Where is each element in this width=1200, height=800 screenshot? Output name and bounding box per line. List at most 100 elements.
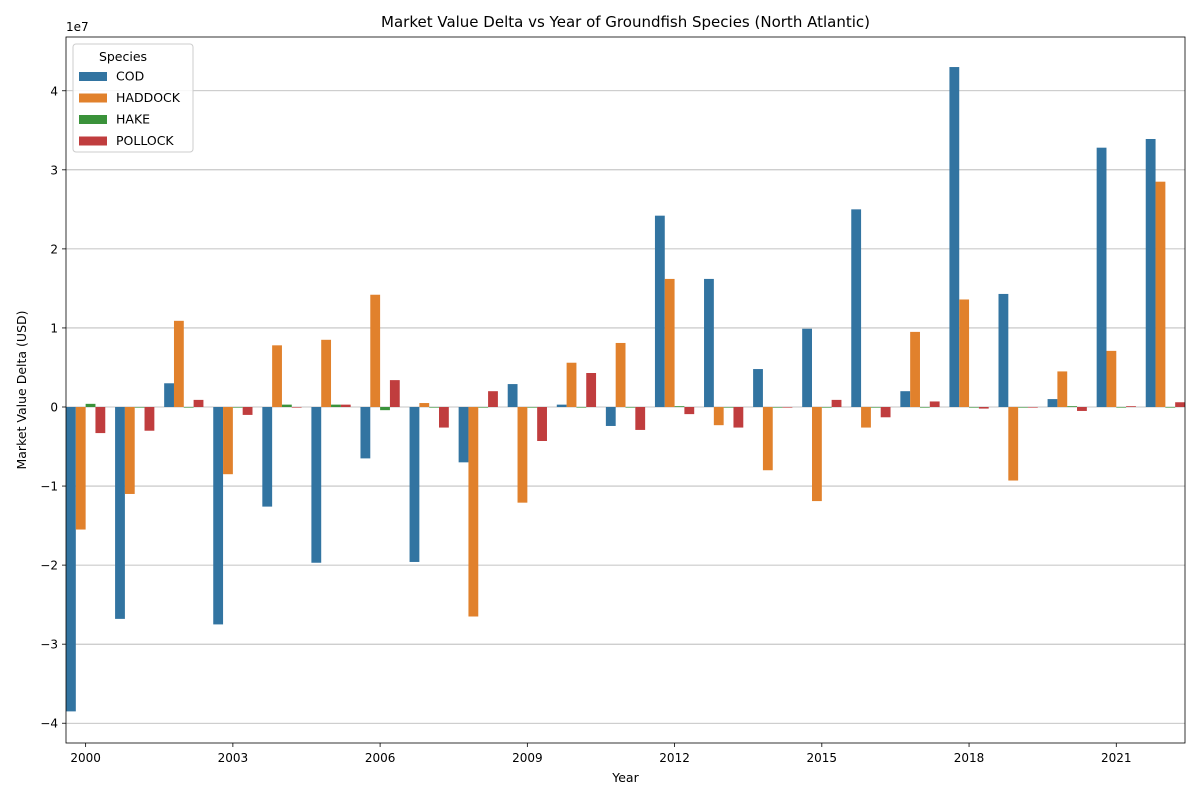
bar-cod-2000 [66,407,76,712]
bar-pollock-2009 [537,407,547,441]
bar-haddock-2019 [1008,407,1019,481]
bar-haddock-2016 [861,407,871,428]
y-tick-label: 4 [50,84,58,98]
bar-cod-2010 [556,404,567,407]
bars [66,67,1185,712]
bar-haddock-2021 [1106,350,1117,407]
bar-cod-2017 [900,391,911,407]
bar-hake-2000 [85,403,96,407]
y-tick-label: −3 [40,638,58,652]
bar-pollock-2003 [242,407,253,415]
bar-haddock-2009 [517,407,528,503]
bar-cod-2007 [409,407,420,562]
bar-haddock-2017 [910,331,920,407]
bar-pollock-2000 [95,407,106,434]
x-axis: 2000 2003 2006 2009 2012 2015 2018 2021 [70,743,1132,765]
bar-pollock-2001 [144,407,155,431]
bar-cod-2021 [1096,147,1107,407]
bar-haddock-2003 [223,407,233,475]
y-tick-label: 0 [50,400,58,414]
x-tick-label: 2018 [954,751,985,765]
legend-swatch-haddock [79,93,107,103]
bar-hake-2008 [478,407,489,408]
bar-hake-2020 [1067,406,1078,407]
bar-cod-2011 [605,407,616,426]
bar-hake-2015 [821,407,832,408]
bar-cod-2008 [458,407,469,463]
bar-cod-2016 [851,209,862,407]
bar-pollock-2004 [291,407,302,408]
bar-pollock-2010 [586,373,597,407]
bar-hake-2016 [870,407,881,408]
y-offset-label: 1e7 [66,20,89,34]
bar-pollock-2005 [340,404,351,407]
y-tick-label: −1 [40,480,58,494]
x-tick-label: 2021 [1101,751,1132,765]
bar-cod-2003 [213,407,224,625]
bar-pollock-2015 [831,399,842,407]
bar-pollock-2012 [684,407,695,415]
y-tick-label: 3 [50,163,58,177]
bar-haddock-2013 [713,407,724,426]
bar-cod-2014 [753,369,763,407]
bar-haddock-2000 [75,407,86,530]
bar-pollock-2018 [978,407,989,409]
x-tick-label: 2003 [218,751,249,765]
x-tick-label: 2009 [512,751,543,765]
bar-hake-2006 [380,407,390,411]
bar-haddock-2022 [1155,181,1166,407]
bar-pollock-2006 [389,380,400,407]
bar-cod-2022 [1145,138,1156,408]
bar-haddock-2006 [370,294,381,407]
bar-haddock-2007 [419,403,430,407]
bar-pollock-2008 [488,391,498,407]
bar-pollock-2013 [733,407,744,428]
bar-haddock-2001 [124,407,135,494]
bar-cod-2015 [802,328,812,407]
bar-cod-2006 [360,407,371,459]
bar-pollock-2007 [439,407,449,428]
bar-cod-2004 [262,407,273,507]
bar-haddock-2005 [321,339,332,407]
legend-title: Species [99,49,147,64]
bar-hake-2005 [331,404,341,407]
y-axis-label: Market Value Delta (USD) [14,310,29,469]
legend-box [72,43,194,153]
bar-pollock-2022 [1175,402,1185,407]
y-axis: −4 −3 −2 −1 0 1 2 3 4 [40,84,66,731]
y-tick-label: 2 [50,242,58,256]
bar-cod-2020 [1047,399,1058,407]
bar-cod-2018 [949,67,960,407]
bar-haddock-2010 [566,362,577,407]
bar-hake-2011 [625,407,636,408]
legend-swatch-hake [79,115,107,124]
y-tick-label: −4 [40,717,58,731]
legend-label-pollock: POLLOCK [116,133,174,148]
y-tick-label: 1 [50,321,58,335]
bar-pollock-2011 [635,407,646,430]
bar-cod-2002 [164,383,174,407]
bar-haddock-2020 [1057,371,1068,407]
bar-hake-2019 [1018,407,1028,408]
bar-cod-2005 [311,407,322,563]
bar-cod-2013 [704,278,714,407]
legend: Species COD HADDOCK HAKE POLLOCK [72,43,194,153]
legend-label-haddock: HADDOCK [116,90,181,105]
bar-haddock-2002 [173,320,184,407]
y-tick-label: −2 [40,559,58,573]
x-tick-label: 2015 [807,751,838,765]
legend-label-cod: COD [116,69,144,84]
bar-cod-2019 [998,293,1009,407]
bar-hake-2017 [919,407,930,408]
bar-pollock-2021 [1126,406,1136,407]
x-axis-label: Year [611,770,639,785]
bar-haddock-2011 [615,342,626,407]
bar-pollock-2020 [1077,407,1087,411]
bar-haddock-2018 [959,299,970,407]
bar-hake-2013 [723,407,734,408]
x-tick-label: 2012 [659,751,690,765]
bar-pollock-2002 [193,399,204,407]
bar-pollock-2014 [782,407,793,408]
bar-hake-2010 [576,407,587,408]
